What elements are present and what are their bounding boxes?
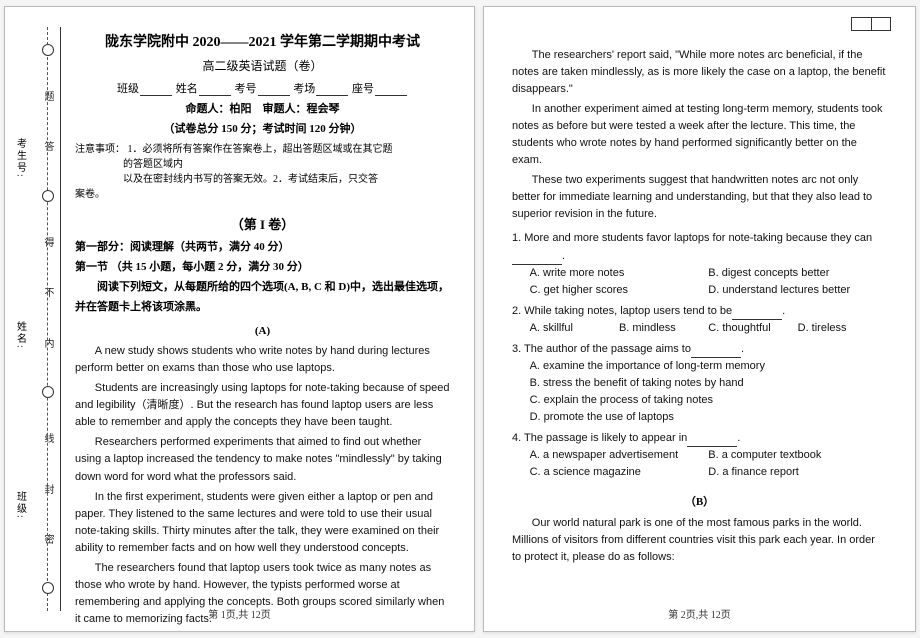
exam-page-2: The researchers' report said, "While mor… [483,6,916,632]
question-4: 4. The passage is likely to appear in. A… [512,430,887,481]
sealing-line-gutter: 题 答 得 不 内 线 封 密 [35,27,61,611]
q2-options: A. skillful B. mindless C. thoughtful D.… [512,320,887,337]
passage-a-body-right: The researchers' report said, "While mor… [512,47,887,226]
question-3: 3. The author of the passage aims to. A.… [512,341,887,426]
label-name-inline: 姓名 [176,83,198,95]
q4-options: A. a newspaper advertisement B. a comput… [512,447,887,481]
q1-stem: 1. More and more students favor laptops … [512,232,872,244]
q1-opt-c: C. get higher scores [530,282,709,299]
q3-opt-b: B. stress the benefit of taking notes by… [512,375,887,392]
q2-opt-d: D. tireless [798,320,887,337]
notice-line2: 的答题区域内 [75,157,450,172]
q4-blank [687,436,737,447]
q1-opt-a: A. write more notes [530,265,709,282]
q3-blank [691,347,741,358]
q2-stem: 2. While taking notes, laptop users tend… [512,305,732,317]
score-box [851,17,891,31]
blank-room [316,84,348,96]
punch-hole-icon [42,582,54,594]
blank-seat [375,84,407,96]
notice-line3: 以及在密封线内书写的答案无效。2．考试结束后，只交答 [75,172,450,187]
question-1: 1. More and more students favor laptops … [512,230,887,298]
exam-page-1: 考生号: 姓名: 班级: 题 答 得 不 内 线 封 密 陇东学院附中 2020… [4,6,475,632]
q2-opt-b: B. mindless [619,320,708,337]
q3-opt-c: C. explain the process of taking notes [512,392,887,409]
label-seat-inline: 座号 [352,83,374,95]
label-class: 班级: [13,491,28,520]
blank-examid [258,84,290,96]
passage-a-p3: Researchers performed experiments that a… [75,434,450,485]
reading-part-heading: 第一部分：阅读理解（共两节，满分 40 分） [75,239,450,256]
passage-a-p8: These two experiments suggest that handw… [512,172,887,223]
reading-instr2: 并在答题卡上将该项涂黑。 [75,299,450,316]
notice-line1: 1．必须将所有答案作在答案卷上，超出答题区域或在其它题 [128,144,393,155]
notice-block: 注意事项： 1．必须将所有答案作在答案卷上，超出答题区域或在其它题 的答题区域内… [75,142,450,202]
page-footer-1: 第 1页,共 12页 [5,606,474,621]
q2-opt-a: A. skillful [530,320,619,337]
punch-hole-icon [42,190,54,202]
passage-a-p2: Students are increasingly using laptops … [75,380,450,431]
label-room-inline: 考场 [293,83,315,95]
q4-opt-b: B. a computer textbook [708,447,887,464]
q3-opt-a: A. examine the importance of long-term m… [512,358,887,375]
q4-opt-c: C. a science magazine [530,464,709,481]
q2-blank [732,309,782,320]
punch-hole-icon [42,44,54,56]
authors-line: 命题人：柏阳 审题人：程会琴 [75,100,450,116]
exam-subtitle: 高二级英语试题（卷） [75,57,450,74]
label-class-inline: 班级 [117,83,139,95]
passage-a-p1: A new study shows students who write not… [75,343,450,377]
reading-section1-heading: 第一节 （共 15 小题，每小题 2 分，满分 30 分） [75,259,450,276]
passage-a-body-left: A new study shows students who write not… [75,343,450,631]
q4-opt-a: A. a newspaper advertisement [530,447,709,464]
q3-opt-d: D. promote the use of laptops [512,409,887,426]
q4-opt-d: D. a finance report [708,464,887,481]
value-author1: 柏阳 [230,103,252,115]
q2-opt-c: C. thoughtful [708,320,797,337]
label-author1: 命题人： [186,103,230,115]
student-info-line: 班级 姓名 考号 考场 座号 [75,80,450,96]
label-name: 姓名: [13,321,28,350]
passage-a-p4: In the first experiment, students were g… [75,489,450,557]
q4-stem: 4. The passage is likely to appear in [512,432,687,444]
passage-b-label: （B） [512,493,887,509]
notice-line4: 案卷。 [75,189,105,200]
label-examno: 考生号: [13,138,28,179]
question-2: 2. While taking notes, laptop users tend… [512,303,887,337]
notice-label: 注意事项： [75,144,125,155]
reading-instr1: 阅读下列短文，从每题所给的四个选项(A, B, C 和 D)中，选出最佳选项， [75,279,450,296]
passage-a-p6: The researchers' report said, "While mor… [512,47,887,98]
blank-name [199,84,231,96]
passage-b-p1: Our world natural park is one of the mos… [512,515,887,566]
label-examid-inline: 考号 [235,83,257,95]
value-author2: 程会琴 [307,103,340,115]
q1-blank [512,254,562,265]
score-time-line: （试卷总分 150 分；考试时间 120 分钟） [75,120,450,136]
q3-stem: 3. The author of the passage aims to [512,343,691,355]
passage-b-body: Our world natural park is one of the mos… [512,515,887,569]
passage-a-p7: In another experiment aimed at testing l… [512,101,887,169]
blank-class [140,84,172,96]
q1-opt-d: D. understand lectures better [708,282,887,299]
part1-title: （第 I 卷） [75,214,450,233]
punch-hole-icon [42,386,54,398]
questions-block: 1. More and more students favor laptops … [512,226,887,481]
sealing-dashed-line [47,27,48,611]
label-author2: 审题人： [263,103,307,115]
q1-options: A. write more notes B. digest concepts b… [512,265,887,299]
left-margin-labels: 考生号: 姓名: 班级: [9,67,31,591]
passage-a-label: (A) [75,325,450,337]
exam-title: 陇东学院附中 2020——2021 学年第二学期期中考试 [75,31,450,51]
page-footer-2: 第 2页,共 12页 [484,606,915,621]
q1-opt-b: B. digest concepts better [708,265,887,282]
